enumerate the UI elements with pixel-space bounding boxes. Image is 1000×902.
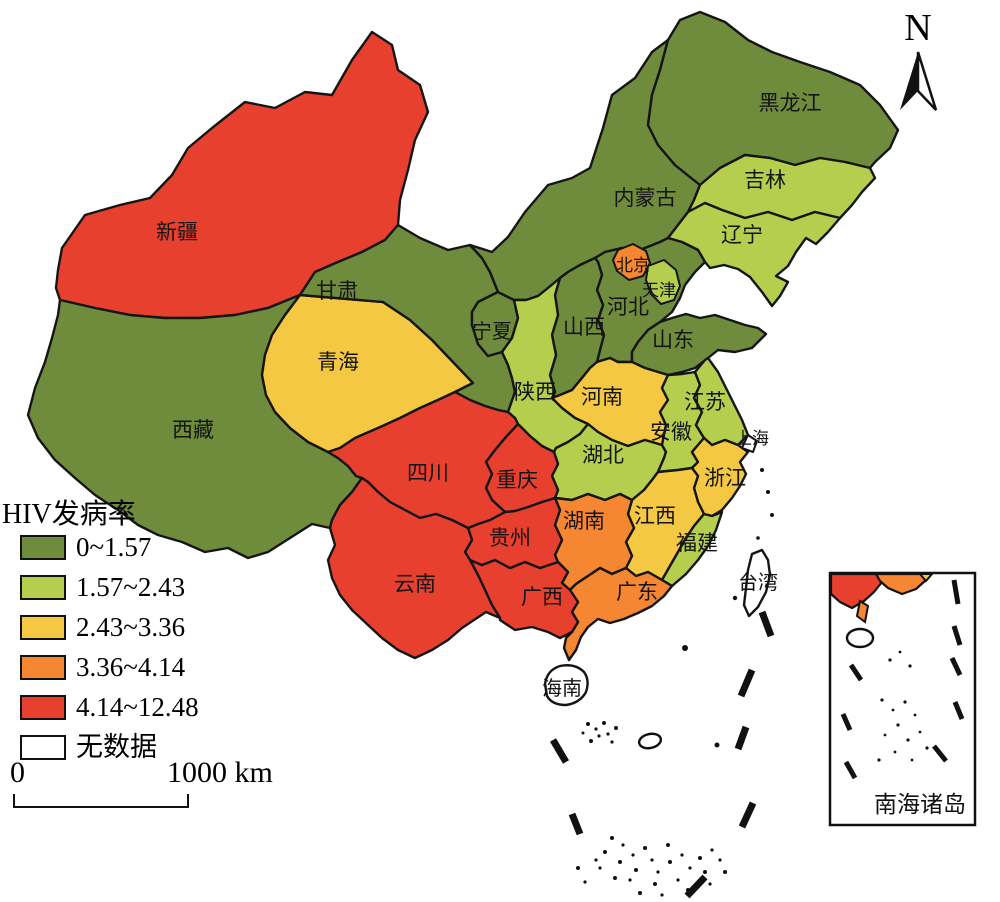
north-arrow-right-half [916,51,938,111]
province-label-neimenggu: 内蒙古 [614,186,677,210]
province-label-liaoning: 辽宁 [721,223,763,247]
province-label-guangdong: 广东 [616,580,658,604]
legend-swatch-3 [20,654,66,680]
legend-item-1: 1.57~2.43 [20,572,199,602]
inset-island-specks [877,650,929,762]
province-shanghai [741,434,758,453]
legend-item-4: 4.14~12.48 [20,692,199,722]
province-label-qinghai: 青海 [317,350,359,374]
province-label-xizang: 西藏 [172,418,214,442]
province-label-jiangsu: 江苏 [684,390,726,414]
inset-label: 南海诸岛 [874,792,966,817]
scale-end-label: 1000 km [167,756,273,789]
province-label-gansu: 甘肃 [316,279,358,303]
scale-start-label: 0 [10,756,25,789]
legend-items: 0~1.57 1.57~2.43 2.43~3.36 3.36~4.14 4.14~12… [20,532,199,762]
province-label-anhui: 安徽 [650,420,692,444]
legend-item-0: 0~1.57 [20,532,199,562]
province-label-jiangxi: 江西 [634,504,676,528]
province-shandong [630,312,768,377]
legend: HIV发病率 0~1.57 1.57~2.43 2.43~3.36 3.36~4.14… [2,492,199,761]
inset-hainan [845,627,875,649]
province-label-hunan: 湖南 [563,509,605,533]
province-yunnan [326,476,502,660]
province-label-zhejiang: 浙江 [704,466,746,490]
province-label-henan: 河南 [581,385,623,409]
scale-bar: 0 1000 km [0,750,320,820]
legend-label-3: 3.36~4.14 [76,652,186,682]
province-label-hubei: 湖北 [582,443,624,467]
province-label-shanghai: 上海 [735,429,769,448]
province-label-chongqing: 重庆 [496,468,538,492]
province-label-shaanxi: 陕西 [514,380,556,404]
legend-label-2: 2.43~3.36 [76,612,186,642]
legend-label-4: 4.14~12.48 [76,692,199,722]
legend-swatch-4 [20,694,66,720]
north-arrow-left-half [900,52,918,110]
island-specks [576,468,774,897]
province-tianjin [645,259,681,305]
scale-bracket [13,794,189,808]
legend-title: HIV发病率 [2,499,136,530]
province-fujian [660,510,724,588]
legend-swatch-0 [20,534,66,560]
legend-item-2: 2.43~3.36 [20,612,199,642]
inset-map: 南海诸岛 [828,571,977,827]
province-label-guizhou: 贵州 [489,526,531,550]
legend-item-5: 无数据 [20,732,199,762]
province-label-ningxia: 宁夏 [472,320,512,343]
legend-swatch-2 [20,614,66,640]
legend-label-1: 1.57~2.43 [76,572,186,602]
province-label-yunnan: 云南 [394,572,436,596]
north-arrow: N [900,7,938,111]
inset-corner [917,573,935,583]
legend-label-5: 无数据 [76,732,157,762]
legend-swatch-5 [20,734,66,760]
inset-leizhou [855,599,870,624]
province-label-shanxi: 山西 [563,315,605,339]
inset-frame [828,571,977,827]
province-hainan [543,664,589,707]
inset-dash-line [840,579,965,780]
province-beijing [612,243,651,281]
province-taiwan [742,548,772,618]
province-label-heilongjiang: 黑龙江 [759,91,822,115]
province-shapes [26,10,900,707]
province-label-taiwan: 台湾 [738,571,778,594]
nine-dash-line [549,610,775,899]
legend-swatch-1 [20,574,66,600]
province-label-jilin: 吉林 [744,168,786,192]
province-label-fujian: 福建 [676,531,718,555]
province-label-xinjiang: 新疆 [156,220,198,244]
province-label-beijing: 北京 [616,256,650,275]
legend-item-3: 3.36~4.14 [20,652,199,682]
province-label-hebei: 河北 [607,295,649,319]
province-label-hainan: 海南 [542,677,582,700]
north-label: N [904,7,931,49]
province-label-tianjin: 天津 [642,281,676,300]
province-label-shandong: 山东 [652,328,694,352]
legend-label-0: 0~1.57 [76,532,152,562]
province-label-sichuan: 四川 [407,461,449,485]
province-label-guangxi: 广西 [521,585,563,609]
